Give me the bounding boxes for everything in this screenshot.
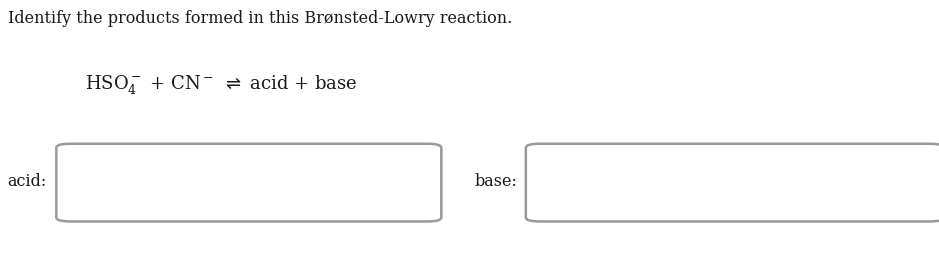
FancyBboxPatch shape — [526, 144, 939, 221]
FancyBboxPatch shape — [56, 144, 441, 221]
Text: acid:: acid: — [8, 173, 47, 190]
Text: base:: base: — [474, 173, 517, 190]
Text: $\mathregular{HSO_4^-}$ + $\mathregular{CN^-}$ $\rightleftharpoons$ acid + base: $\mathregular{HSO_4^-}$ + $\mathregular{… — [85, 73, 357, 96]
Text: Identify the products formed in this Brønsted-Lowry reaction.: Identify the products formed in this Brø… — [8, 10, 512, 27]
